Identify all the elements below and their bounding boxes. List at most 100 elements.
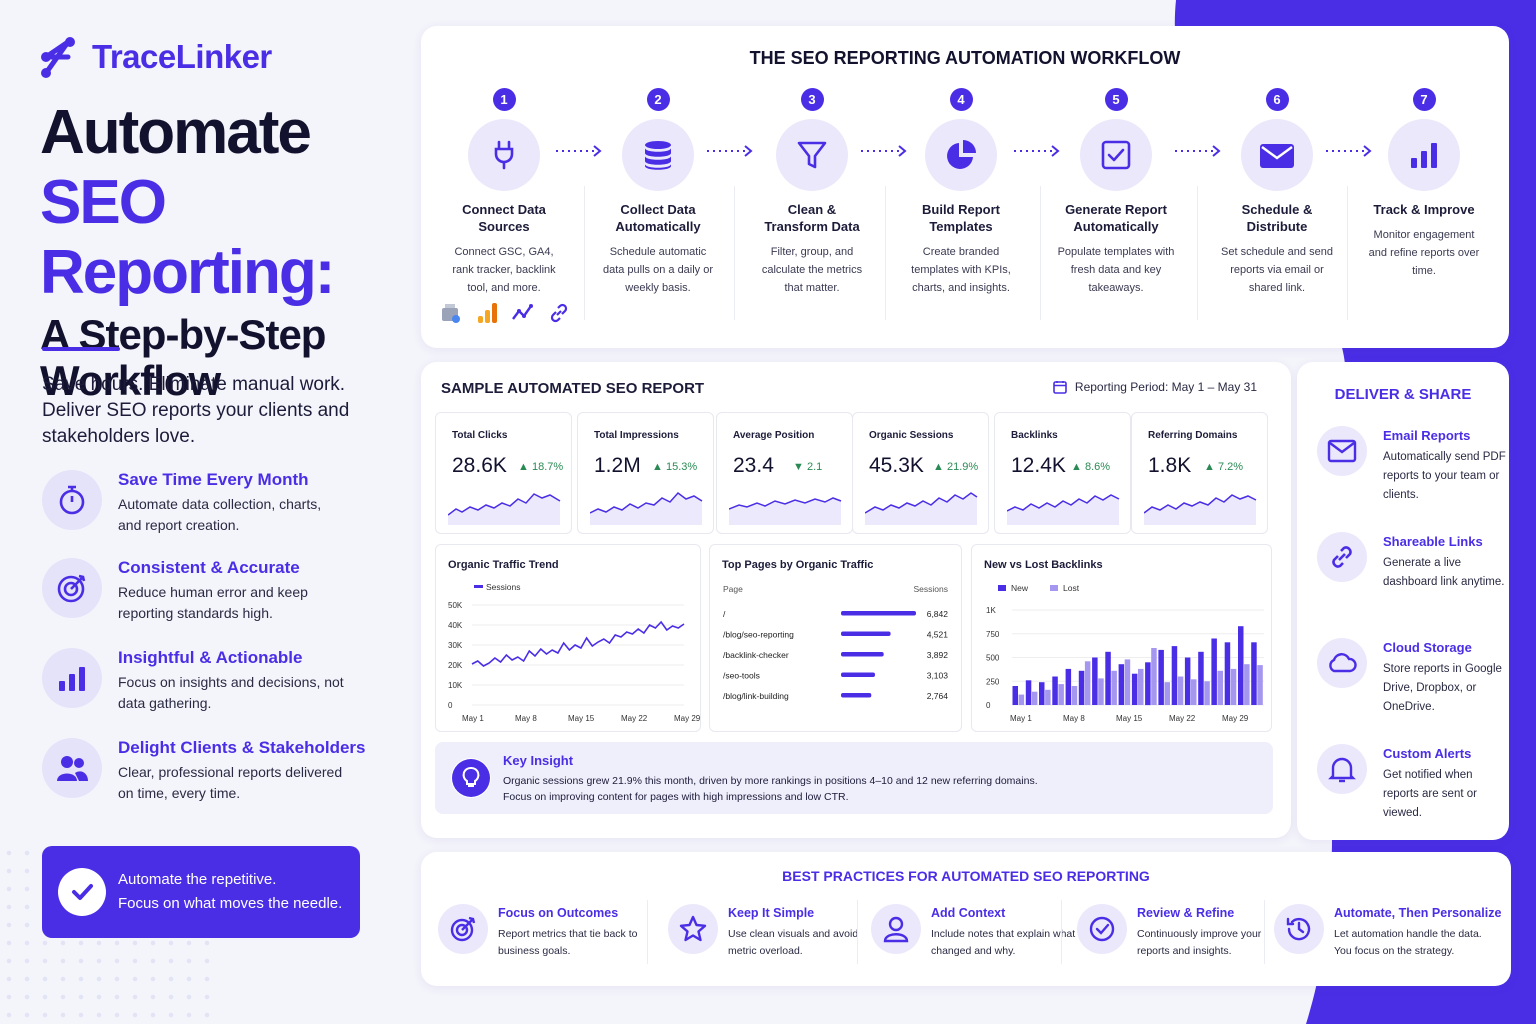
benefit-delight: Delight Clients & Stakeholders Clear, pro… xyxy=(42,738,392,804)
step-number: 1 xyxy=(492,88,516,111)
page-label: /blog/seo-reporting xyxy=(723,630,794,640)
check-badge-icon xyxy=(1077,904,1127,954)
bar-chart-icon xyxy=(1388,119,1460,191)
report-card: SAMPLE AUTOMATED SEO REPORT Reporting Pe… xyxy=(421,362,1291,838)
kpi-label: Average Position xyxy=(733,430,815,441)
bar-lost xyxy=(1111,670,1117,705)
step-number: 3 xyxy=(800,88,824,111)
check-icon xyxy=(58,868,106,916)
kpi-sparkline xyxy=(590,491,703,525)
benefit-title: Delight Clients & Stakeholders xyxy=(118,738,366,757)
best-practice-text: Use clean visuals and avoid metric overl… xyxy=(728,928,859,957)
y-tick-label: 750 xyxy=(986,630,1000,639)
benefit-title: Insightful & Actionable xyxy=(118,648,303,667)
page-label: /blog/link-building xyxy=(723,691,789,701)
x-tick-label: May 1 xyxy=(462,714,484,723)
kpi-value: 23.4 xyxy=(733,454,774,477)
deliver-item-title: Shareable Links xyxy=(1383,534,1483,549)
column-header-page: Page xyxy=(723,584,743,594)
step-divider xyxy=(1197,186,1198,320)
column-header-sessions: Sessions xyxy=(914,584,949,594)
legend-label-lost: Lost xyxy=(1063,583,1080,593)
bar-lost xyxy=(1191,679,1197,705)
data-source-icons xyxy=(439,301,571,325)
step-divider xyxy=(734,186,735,320)
kpi-sparkline xyxy=(729,497,842,525)
kpi-card: Average Position 23.4 ▼ 2.1 xyxy=(716,412,853,534)
series-line xyxy=(471,620,685,667)
kpi-label: Referring Domains xyxy=(1148,430,1238,441)
best-practice-divider xyxy=(1264,900,1265,964)
bar-lost xyxy=(1098,678,1104,705)
bar-new xyxy=(1131,673,1138,705)
bar xyxy=(841,693,872,698)
deliver-item-text: Store reports in Google Drive, Dropbox, … xyxy=(1383,663,1502,713)
best-practice-text: Let automation handle the data. You focu… xyxy=(1334,928,1482,957)
users-icon xyxy=(42,738,102,798)
step-divider xyxy=(885,186,886,320)
x-tick-label: May 1 xyxy=(1010,714,1032,723)
bar-new xyxy=(1065,668,1072,705)
calendar-icon xyxy=(1053,381,1067,394)
chart-title: New vs Lost Backlinks xyxy=(984,559,1103,571)
step-text: Connect GSC, GA4, rank tracker, backlink… xyxy=(452,246,556,294)
insight-line-2: Focus on improving content for pages wit… xyxy=(503,791,849,803)
bar-lost xyxy=(1071,686,1078,705)
cloud-icon xyxy=(1317,638,1367,688)
analytics-icon xyxy=(478,303,497,323)
bar-new xyxy=(1039,682,1045,705)
x-tick-label: May 22 xyxy=(1169,714,1196,723)
plug-icon xyxy=(468,119,540,191)
workflow-step-3: 3 Clean & Transform Data Filter, group, … xyxy=(737,88,887,297)
deliver-title: DELIVER & SHARE xyxy=(1334,386,1472,403)
bar-new xyxy=(1145,662,1151,706)
bar-new xyxy=(1012,686,1018,705)
search-console-icon xyxy=(442,304,460,323)
bar-lost xyxy=(1177,676,1184,705)
kpi-sparkline xyxy=(865,492,978,525)
bar-lost xyxy=(1164,682,1170,705)
page-label: / xyxy=(723,609,726,619)
brand-logo-icon xyxy=(41,37,75,78)
x-tick-label: May 15 xyxy=(568,714,595,723)
organic-traffic-chart: Sessions 0 10K 20K 30K 40K 50K May 1 May 8 May 15… xyxy=(448,582,701,723)
y-tick-label: 40K xyxy=(448,621,463,630)
benefit-text: Reduce human error and keep reporting st… xyxy=(118,584,308,621)
target-icon xyxy=(42,558,102,618)
key-insight: Key Insight Organic sessions grew 21.9% … xyxy=(435,742,1273,814)
database-icon xyxy=(622,119,694,191)
target-icon xyxy=(438,904,488,954)
cta-text: Automate the repetitive. Focus on what mo… xyxy=(118,868,342,916)
reporting-period: Reporting Period: May 1 – May 31 xyxy=(1053,380,1257,394)
workflow-card: THE SEO REPORTING AUTOMATION WORKFLOW 1 … xyxy=(421,26,1509,348)
x-tick-label: May 8 xyxy=(1063,714,1085,723)
report-title: SAMPLE AUTOMATED SEO REPORT xyxy=(441,380,705,397)
kpi-sparkline xyxy=(1007,494,1120,525)
y-tick-label: 250 xyxy=(986,677,1000,686)
best-practice-title: Automate, Then Personalize xyxy=(1334,906,1502,920)
cta-banner: Automate the repetitive. Focus on what mo… xyxy=(42,846,360,938)
deliver-item-text: Get notified when reports are sent or vi… xyxy=(1383,769,1477,819)
bar-new xyxy=(1211,638,1217,705)
bar-new xyxy=(1052,676,1058,705)
envelope-icon xyxy=(1317,426,1367,476)
best-practices-card: BEST PRACTICES FOR AUTOMATED SEO REPORTI… xyxy=(421,852,1511,986)
step-title: Clean & Transform Data xyxy=(764,202,860,234)
kpi-change-value: 15.3% xyxy=(665,461,698,473)
kpi-value: 12.4K xyxy=(1011,454,1066,477)
hero: Automate SEO Reporting: A Step-by-Step W… xyxy=(40,98,420,404)
insight-text: Organic sessions grew 21.9% this month, … xyxy=(503,773,1038,805)
bar-lost xyxy=(1084,661,1091,705)
benefit-text: Automate data collection, charts, and re… xyxy=(118,496,322,533)
kpi-change: ▲ 18.7% xyxy=(518,461,564,473)
top-pages-panel: Top Pages by Organic Traffic Page Session… xyxy=(709,544,962,732)
best-practices-title: BEST PRACTICES FOR AUTOMATED SEO REPORTI… xyxy=(782,868,1150,884)
kpi-card: Backlinks 12.4K ▲ 8.6% xyxy=(994,412,1131,534)
bar-lost xyxy=(1244,664,1250,705)
x-tick-label: May 29 xyxy=(674,714,701,723)
arrow-icon xyxy=(1014,145,1060,157)
bell-icon xyxy=(1317,744,1367,794)
bar-lost xyxy=(1045,689,1051,705)
best-practice-title: Add Context xyxy=(931,906,1006,920)
kpi-sparkline xyxy=(1144,494,1257,525)
